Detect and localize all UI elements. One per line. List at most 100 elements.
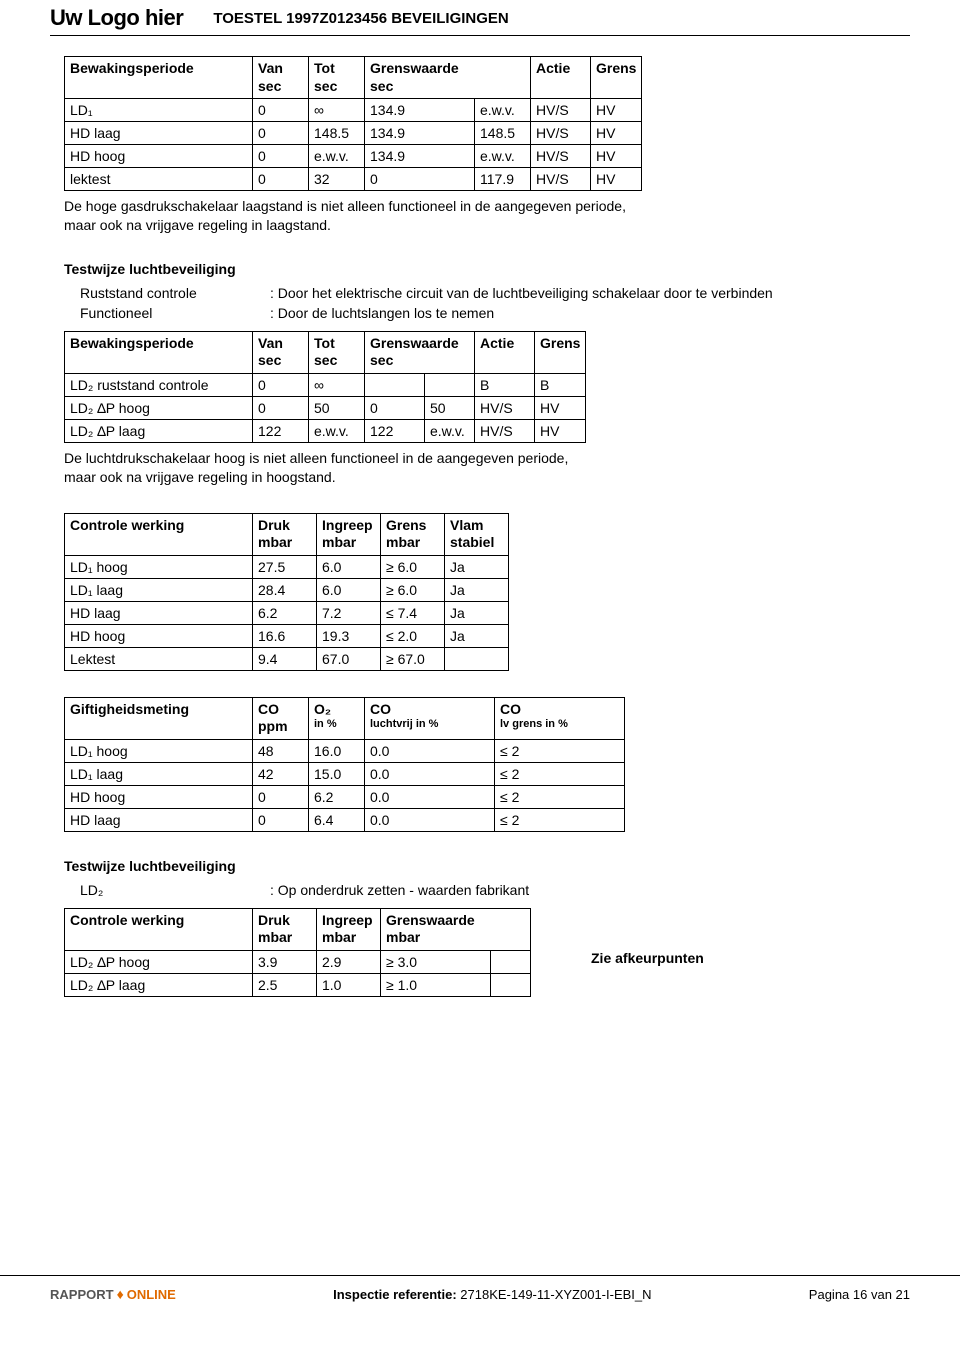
footer-ref-label: Inspectie referentie: [333, 1287, 457, 1302]
cell: 6.4 [309, 808, 365, 831]
cell: HD hoog [65, 785, 253, 808]
cell: 122 [365, 419, 425, 442]
cell: B [475, 373, 535, 396]
cell: e.w.v. [309, 419, 365, 442]
col-header: Drukmbar [253, 513, 317, 555]
section-bewakingsperiode-1: BewakingsperiodeVansecTotsecGrenswaardes… [64, 56, 910, 235]
cell: 42 [253, 762, 309, 785]
table-row: LD₂ ∆P laag2.51.0≥ 1.0 [65, 973, 531, 996]
heading-testwijze-2: Testwijze luchtbeveiliging [64, 858, 910, 874]
col-header: Giftigheidsmeting [65, 697, 253, 739]
cell: ∞ [309, 373, 365, 396]
col-header: Actie [475, 331, 535, 373]
cell: 0 [253, 785, 309, 808]
cell: 0 [253, 122, 309, 145]
cell: 6.0 [317, 578, 381, 601]
section-testwijze-2: Testwijze luchtbeveiliging LD₂ : Op onde… [64, 858, 910, 1003]
side-note-afkeur: Zie afkeurpunten [591, 908, 704, 966]
note-t1: De hoge gasdrukschakelaar laagstand is n… [64, 197, 910, 235]
value-ruststand: : Door het elektrische circuit van de lu… [270, 285, 910, 301]
cell: ≤ 2 [495, 808, 625, 831]
cell: HV/S [531, 122, 591, 145]
cell: e.w.v. [475, 145, 531, 168]
cell: HD hoog [65, 145, 253, 168]
cell: HV [591, 99, 642, 122]
cell: Ja [445, 624, 509, 647]
cell: 0 [253, 168, 309, 191]
col-header: COluchtvrij in % [365, 697, 495, 739]
cell: ≤ 2.0 [381, 624, 445, 647]
col-header: Grenswaardesec [365, 57, 531, 99]
cell: LD₁ [65, 99, 253, 122]
cell: 0 [365, 396, 425, 419]
footer-reference: Inspectie referentie: 2718KE-149-11-XYZ0… [333, 1287, 651, 1302]
cell: HV/S [531, 168, 591, 191]
table-row: LD₂ ∆P hoog3.92.9≥ 3.0 [65, 950, 531, 973]
table-row: LD₂ ruststand controle0∞BB [65, 373, 586, 396]
table-row: lektest0320117.9HV/SHV [65, 168, 642, 191]
cell: HD laag [65, 122, 253, 145]
cell [445, 647, 509, 670]
cell: 134.9 [365, 99, 475, 122]
cell: ≤ 2 [495, 739, 625, 762]
cell [491, 973, 531, 996]
value-functioneel: : Door de luchtslangen los te nemen [270, 305, 910, 321]
col-header: Grenswaardesec [365, 331, 475, 373]
col-header: Vansec [253, 57, 309, 99]
cell: 1.0 [317, 973, 381, 996]
cell: 7.2 [317, 601, 381, 624]
table-row: LD₁ laag28.46.0≥ 6.0Ja [65, 578, 509, 601]
col-header: Grens [535, 331, 586, 373]
cell: 0 [365, 168, 475, 191]
footer-logo-part1: RAPPORT [50, 1287, 114, 1302]
table-controle-werking-1: Controle werkingDrukmbarIngreepmbarGrens… [64, 513, 509, 671]
cell: 28.4 [253, 578, 317, 601]
label-functioneel: Functioneel [80, 305, 270, 321]
cell: LD₂ ∆P hoog [65, 396, 253, 419]
cell: Ja [445, 578, 509, 601]
col-header: Grenswaardembar [381, 908, 531, 950]
cell: LD₁ hoog [65, 555, 253, 578]
table-row: LD₂ ∆P laag122e.w.v.122e.w.v.HV/SHV [65, 419, 586, 442]
cell: HV/S [475, 419, 535, 442]
cell: lektest [65, 168, 253, 191]
value-ld2: : Op onderdruk zetten - waarden fabrikan… [270, 882, 910, 898]
table-row: LD₁ laag4215.00.0≤ 2 [65, 762, 625, 785]
cell: HV [591, 122, 642, 145]
cell: 2.9 [317, 950, 381, 973]
col-header: COppm [253, 697, 309, 739]
col-header: Ingreepmbar [317, 908, 381, 950]
cell: 16.6 [253, 624, 317, 647]
section-giftigheid: GiftigheidsmetingCOppmO₂in %COluchtvrij … [64, 697, 910, 832]
cell: 2.5 [253, 973, 317, 996]
cell: 27.5 [253, 555, 317, 578]
table-bewakingsperiode-2: BewakingsperiodeVansecTotsecGrenswaardes… [64, 331, 586, 443]
page-title: TOESTEL 1997Z0123456 BEVEILIGINGEN [213, 10, 508, 27]
cell: LD₂ ∆P hoog [65, 950, 253, 973]
cell [491, 950, 531, 973]
table-row: LD₂ ∆P hoog050050HV/SHV [65, 396, 586, 419]
cell: 0 [253, 808, 309, 831]
col-header: Grensmbar [381, 513, 445, 555]
cell: HV [591, 145, 642, 168]
footer-logo: RAPPORT ♦ ONLINE [50, 1286, 176, 1302]
cell: ≤ 2 [495, 785, 625, 808]
col-header: Grens [591, 57, 642, 99]
table-row: LD₁ hoog4816.00.0≤ 2 [65, 739, 625, 762]
cell: 32 [309, 168, 365, 191]
cell: LD₁ laag [65, 578, 253, 601]
table-row: LD₁0∞134.9e.w.v.HV/SHV [65, 99, 642, 122]
col-header: Totsec [309, 57, 365, 99]
cell: HV/S [475, 396, 535, 419]
divider [50, 35, 910, 36]
col-header: Drukmbar [253, 908, 317, 950]
col-header: Controle werking [65, 513, 253, 555]
cell: 9.4 [253, 647, 317, 670]
cell: 122 [253, 419, 309, 442]
cell: HD laag [65, 601, 253, 624]
section-testwijze-1: Testwijze luchtbeveiliging Ruststand con… [64, 261, 910, 487]
col-header: COlv grens in % [495, 697, 625, 739]
flame-icon: ♦ [117, 1286, 124, 1302]
cell: HD hoog [65, 624, 253, 647]
cell: e.w.v. [309, 145, 365, 168]
